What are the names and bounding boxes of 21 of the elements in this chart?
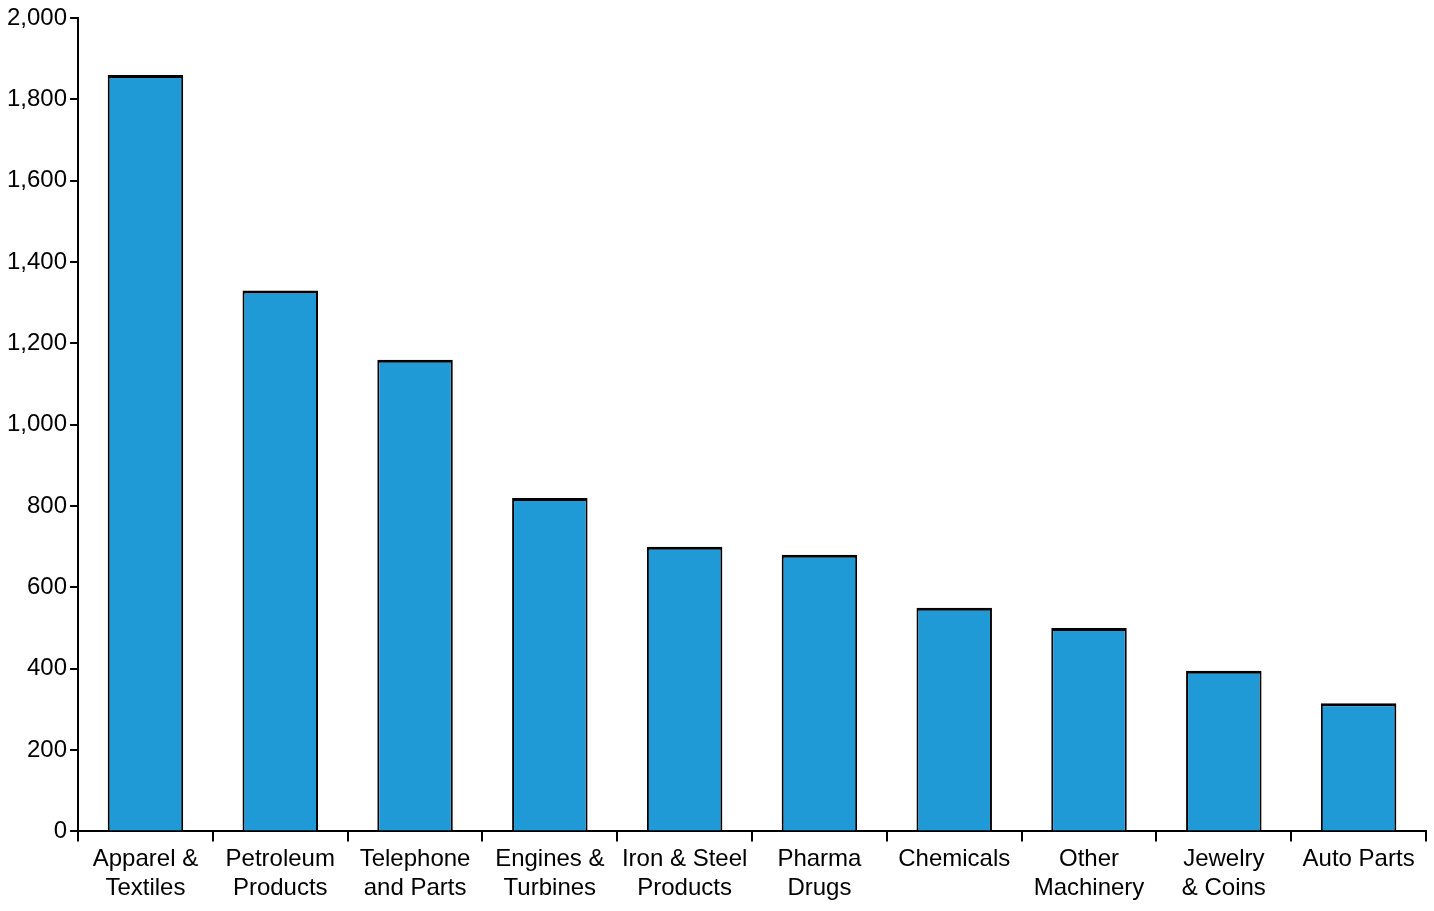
- x-tick-label: Apparel & Textiles: [92, 844, 199, 901]
- x-tick-label: Auto Parts: [1302, 844, 1415, 872]
- y-tick-label: 1,000: [7, 409, 68, 437]
- y-tick-label: 1,400: [7, 246, 68, 274]
- y-tick-label: 0: [53, 816, 68, 844]
- x-tick-label: Jewelry & Coins: [1181, 844, 1266, 901]
- y-tick-label: 1,800: [7, 83, 68, 111]
- y-tick-label: 400: [27, 653, 68, 681]
- y-tick-label: 1,200: [7, 327, 68, 355]
- y-tick-label: 1,600: [7, 165, 68, 193]
- y-tick-label: 200: [27, 734, 68, 762]
- y-tick-label: 2,000: [7, 2, 68, 30]
- x-tick-label: Pharma Drugs: [777, 844, 863, 901]
- x-tick-label: Engines & Turbines: [495, 844, 605, 901]
- x-tick-label: Chemicals: [898, 844, 1011, 872]
- x-tick-label: Telephone and Parts: [359, 844, 471, 901]
- y-tick-label: 800: [27, 490, 68, 518]
- x-tick-label: Iron & Steel Products: [621, 844, 748, 901]
- y-tick-label: 600: [27, 572, 68, 600]
- x-tick-label: Other Machinery: [1033, 844, 1145, 901]
- x-tick-label: Petroleum Products: [225, 844, 335, 901]
